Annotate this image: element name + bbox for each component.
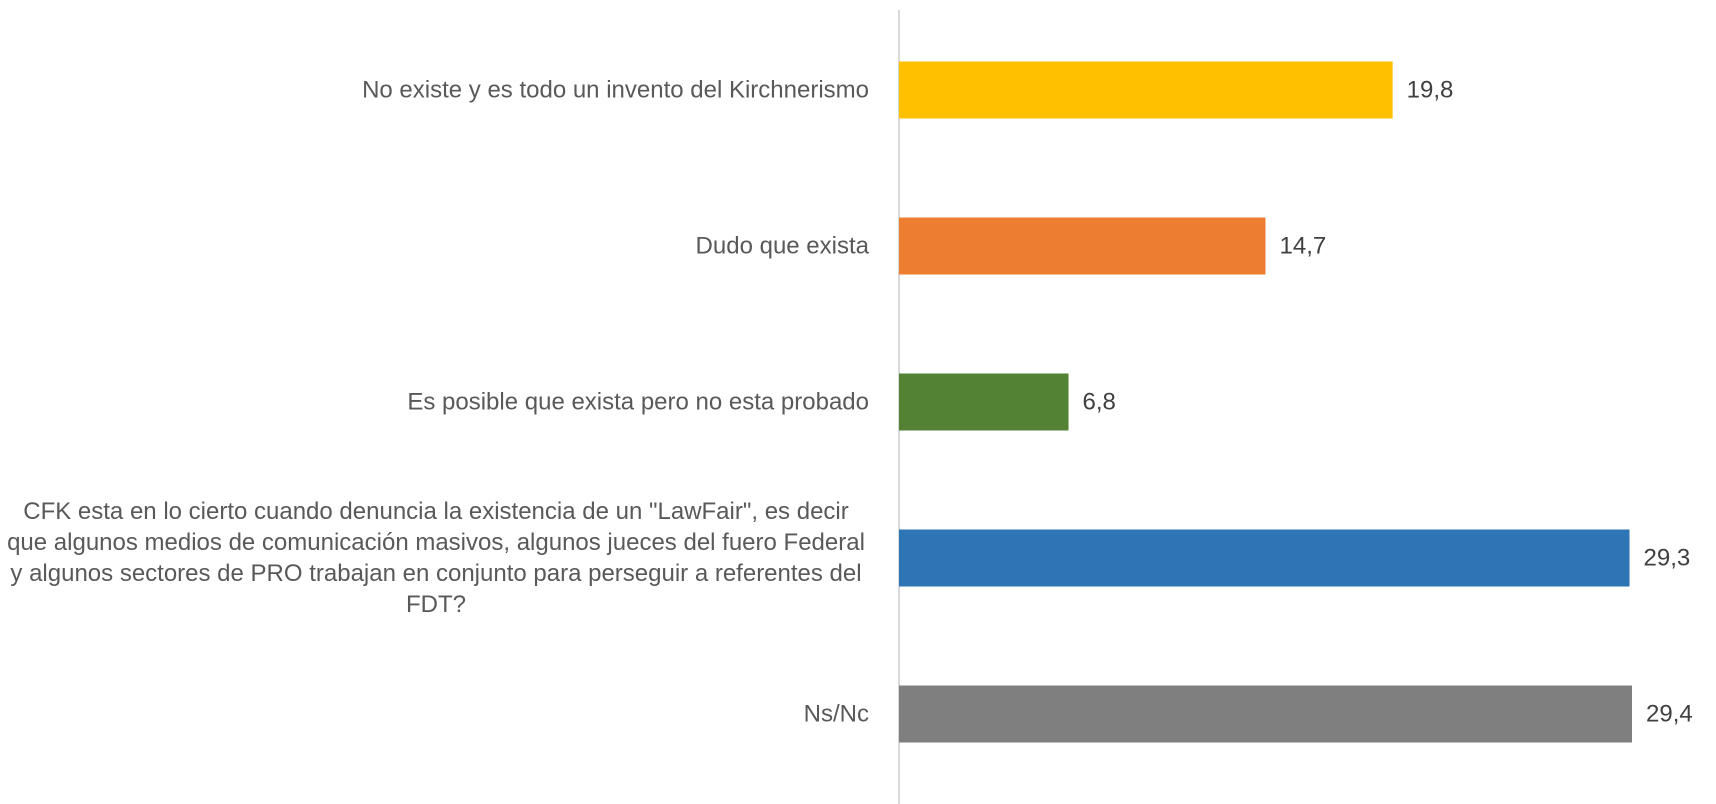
bar bbox=[899, 685, 1632, 743]
bar bbox=[899, 373, 1069, 431]
category-label-box: CFK esta en lo cierto cuando denuncia la… bbox=[3, 496, 869, 620]
category-label: Es posible que exista pero no esta proba… bbox=[407, 388, 869, 416]
value-label: 29,3 bbox=[1644, 544, 1691, 571]
category-label-box: Es posible que exista pero no esta proba… bbox=[407, 387, 869, 418]
category-label-box: Ns/Nc bbox=[804, 699, 869, 730]
bar bbox=[899, 529, 1630, 587]
category-label: No existe y es todo un invento del Kirch… bbox=[362, 76, 869, 104]
value-label: 6,8 bbox=[1083, 388, 1116, 415]
bar bbox=[899, 61, 1393, 119]
value-label: 14,7 bbox=[1280, 232, 1327, 259]
category-label: CFK esta en lo cierto cuando denuncia la… bbox=[7, 498, 865, 618]
category-label-box: Dudo que exista bbox=[696, 231, 869, 262]
value-label: 19,8 bbox=[1407, 76, 1454, 103]
category-label: Dudo que exista bbox=[695, 232, 869, 260]
category-label: Ns/Nc bbox=[803, 700, 869, 728]
value-label: 29,4 bbox=[1646, 700, 1693, 727]
bar bbox=[899, 217, 1266, 275]
category-label-box: No existe y es todo un invento del Kirch… bbox=[362, 75, 869, 106]
